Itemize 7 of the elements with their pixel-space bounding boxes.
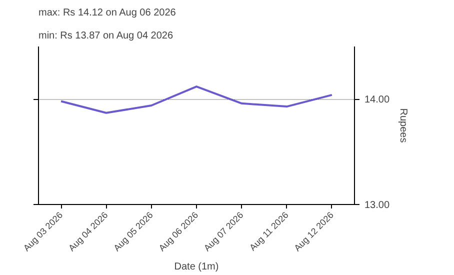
x-axis-title: Date (1m) [174,262,219,273]
text: min: Rs 13.87 on Aug 04 2026 [38,30,174,42]
line-series [60,86,333,114]
text: max: Rs 14.12 on Aug 06 2026 [38,8,176,18]
y-tick-label: 14.00 [364,94,390,106]
y-tick-label: 13.00 [364,200,390,211]
y-axis-title: Rupees [398,108,409,143]
